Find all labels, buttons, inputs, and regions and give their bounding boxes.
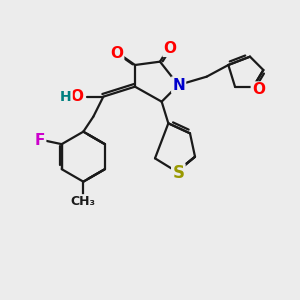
- Text: O: O: [70, 89, 83, 104]
- Text: N: N: [172, 77, 185, 92]
- Text: S: S: [172, 164, 184, 182]
- Text: H: H: [60, 90, 72, 104]
- Text: O: O: [164, 41, 176, 56]
- Text: F: F: [35, 133, 45, 148]
- Text: O: O: [110, 46, 123, 61]
- Text: CH₃: CH₃: [71, 195, 96, 208]
- Text: O: O: [252, 82, 265, 98]
